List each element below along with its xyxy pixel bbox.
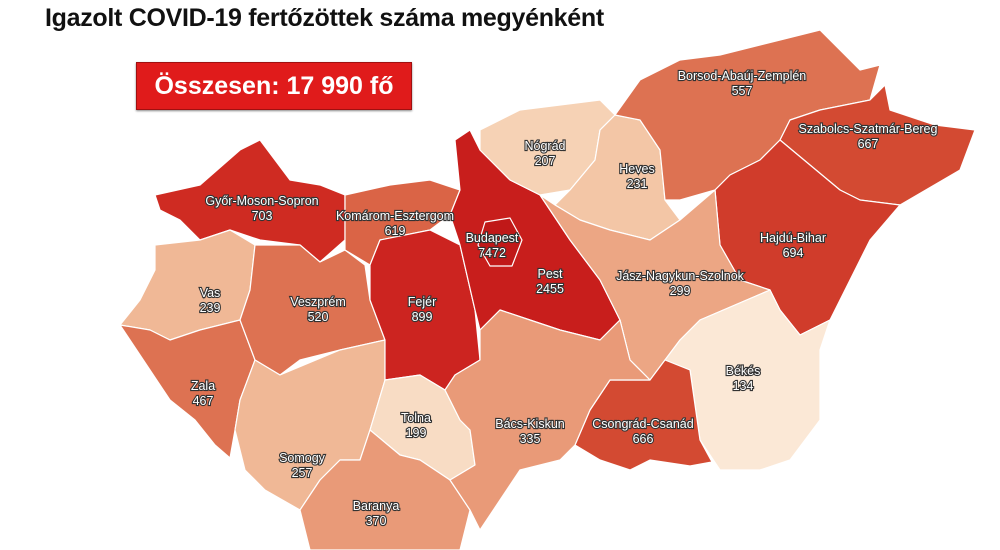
county-value-label: 134 xyxy=(733,379,754,393)
county-name-label: Baranya xyxy=(353,499,400,513)
map-title: Igazolt COVID-19 fertőzöttek száma megyé… xyxy=(45,4,604,32)
county-value-label: 335 xyxy=(520,432,541,446)
county-name-label: Győr-Moson-Sopron xyxy=(205,194,318,208)
county-value-label: 370 xyxy=(366,514,387,528)
county-value-label: 239 xyxy=(200,301,221,315)
county-value-label: 557 xyxy=(732,84,753,98)
county-name-label: Somogy xyxy=(279,451,326,465)
county-name-label: Veszprém xyxy=(290,295,346,309)
county-budapest xyxy=(477,217,523,267)
county-name-label: Bács-Kiskun xyxy=(495,417,565,431)
county-value-label: 619 xyxy=(385,224,406,238)
county-name-label: Heves xyxy=(619,162,654,176)
county-name-label: Tolna xyxy=(401,411,431,425)
county-name-label: Budapest xyxy=(466,231,519,245)
county-value-label: 257 xyxy=(292,466,313,480)
county-name-label: Komárom-Esztergom xyxy=(336,209,454,223)
county-value-label: 2455 xyxy=(536,282,564,296)
county-name-label: Pest xyxy=(537,267,563,281)
county-name-label: Zala xyxy=(191,379,215,393)
total-cases-box: Összesen: 17 990 fő xyxy=(136,62,412,110)
county-name-label: Fejér xyxy=(408,295,436,309)
county-name-label: Csongrád-Csanád xyxy=(592,417,693,431)
county-value-label: 7472 xyxy=(478,246,506,260)
county-value-label: 199 xyxy=(406,426,427,440)
county-value-label: 899 xyxy=(412,310,433,324)
county-name-label: Borsod-Abaúj-Zemplén xyxy=(678,69,807,83)
county-komarom-esztergom xyxy=(344,179,461,266)
county-value-label: 207 xyxy=(535,154,556,168)
county-name-label: Hajdú-Bihar xyxy=(760,231,826,245)
county-value-label: 231 xyxy=(627,177,648,191)
county-name-label: Szabolcs-Szatmár-Bereg xyxy=(799,122,938,136)
county-name-label: Békés xyxy=(726,364,761,378)
county-bekes xyxy=(664,289,831,471)
county-value-label: 467 xyxy=(193,394,214,408)
county-name-label: Vas xyxy=(200,286,221,300)
county-value-label: 694 xyxy=(783,246,804,260)
county-value-label: 299 xyxy=(670,284,691,298)
county-bacs-kiskun xyxy=(444,309,651,531)
county-zala xyxy=(119,319,256,459)
county-value-label: 520 xyxy=(308,310,329,324)
county-value-label: 703 xyxy=(252,209,273,223)
county-value-label: 666 xyxy=(633,432,654,446)
county-name-label: Jász-Nagykun-Szolnok xyxy=(616,269,745,283)
county-name-label: Nógrád xyxy=(525,139,566,153)
county-baranya xyxy=(299,429,471,550)
county-value-label: 667 xyxy=(858,137,879,151)
